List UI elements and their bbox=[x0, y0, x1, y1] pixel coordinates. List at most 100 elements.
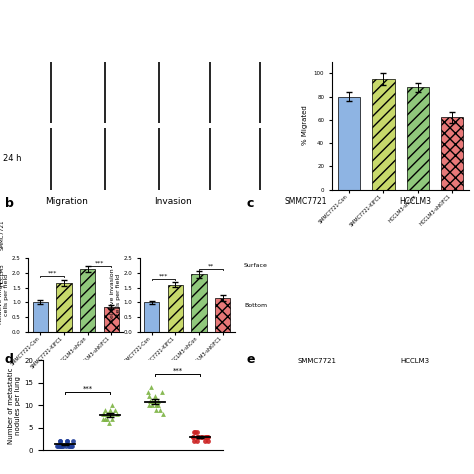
Point bbox=[56, 442, 64, 449]
Point bbox=[190, 433, 197, 441]
Point bbox=[56, 438, 64, 445]
Text: HCCLM3: HCCLM3 bbox=[400, 358, 429, 365]
Text: c: c bbox=[246, 197, 254, 210]
Text: ***: *** bbox=[173, 367, 183, 374]
Point bbox=[67, 442, 75, 449]
Point bbox=[69, 438, 77, 445]
Point bbox=[150, 397, 158, 405]
Point bbox=[204, 433, 212, 441]
Point bbox=[56, 438, 64, 445]
Point bbox=[193, 428, 201, 436]
Text: SMMC7721: SMMC7721 bbox=[297, 358, 336, 365]
Bar bbox=[33, 302, 48, 332]
Text: e: e bbox=[246, 353, 255, 366]
Point bbox=[191, 428, 199, 436]
Bar bbox=[407, 87, 429, 190]
Bar bbox=[104, 307, 119, 332]
Text: Migration: Migration bbox=[45, 197, 88, 206]
Point bbox=[104, 410, 112, 418]
Bar bbox=[80, 269, 95, 332]
Text: ***: *** bbox=[82, 385, 93, 392]
Point bbox=[193, 438, 201, 445]
Bar bbox=[441, 118, 463, 190]
Text: 24 h: 24 h bbox=[3, 155, 22, 163]
Point bbox=[152, 401, 160, 409]
Point bbox=[114, 410, 121, 418]
Text: ***: *** bbox=[159, 273, 168, 279]
Point bbox=[101, 415, 109, 423]
Point bbox=[194, 433, 202, 441]
Point bbox=[203, 433, 211, 441]
Point bbox=[194, 433, 201, 441]
Point bbox=[67, 442, 74, 449]
Point bbox=[59, 442, 67, 449]
Point bbox=[148, 401, 156, 409]
Point bbox=[145, 401, 153, 409]
Point bbox=[144, 388, 152, 395]
Bar bbox=[338, 97, 360, 190]
Point bbox=[147, 383, 155, 391]
Point bbox=[63, 438, 71, 445]
Point bbox=[198, 433, 206, 441]
Text: **: ** bbox=[208, 264, 214, 268]
Text: b: b bbox=[5, 197, 14, 210]
Point bbox=[65, 442, 73, 449]
Point bbox=[189, 433, 197, 441]
Point bbox=[103, 415, 110, 423]
Point bbox=[69, 442, 76, 449]
Point bbox=[203, 433, 210, 441]
Text: d: d bbox=[5, 353, 14, 366]
Point bbox=[101, 406, 109, 413]
Y-axis label: % Migrated: % Migrated bbox=[302, 106, 308, 146]
Point bbox=[57, 442, 64, 449]
Text: HCCLM3: HCCLM3 bbox=[0, 264, 5, 286]
Point bbox=[62, 442, 69, 449]
Point bbox=[151, 392, 159, 400]
Y-axis label: Number of metastatic
nodules per lung: Number of metastatic nodules per lung bbox=[8, 367, 21, 444]
Y-axis label: Relative invasion
cells per field: Relative invasion cells per field bbox=[110, 268, 121, 322]
Point bbox=[100, 410, 108, 418]
Text: Bottom: Bottom bbox=[244, 303, 267, 308]
Y-axis label: Relative migration
cells per field: Relative migration cells per field bbox=[0, 266, 9, 324]
Point bbox=[108, 410, 116, 418]
Point bbox=[58, 442, 66, 449]
Point bbox=[103, 410, 110, 418]
Bar bbox=[215, 298, 230, 332]
Bar bbox=[168, 285, 183, 332]
Point bbox=[56, 442, 64, 449]
Point bbox=[148, 397, 156, 405]
Point bbox=[65, 442, 73, 449]
Point bbox=[155, 397, 162, 405]
Point bbox=[190, 428, 197, 436]
Point bbox=[111, 406, 118, 413]
Point bbox=[106, 410, 113, 418]
Point bbox=[100, 410, 107, 418]
Point bbox=[195, 433, 202, 441]
Point bbox=[159, 410, 166, 418]
Point bbox=[158, 388, 165, 395]
Bar bbox=[144, 302, 159, 332]
Point bbox=[108, 401, 116, 409]
Point bbox=[204, 438, 212, 445]
Point bbox=[152, 406, 159, 413]
Point bbox=[156, 406, 164, 413]
Text: HCCLM3: HCCLM3 bbox=[399, 197, 431, 206]
Point bbox=[99, 415, 107, 423]
Bar bbox=[191, 274, 207, 332]
Text: Surface: Surface bbox=[244, 263, 268, 268]
Text: ***: *** bbox=[95, 260, 104, 265]
Text: SMMC7721: SMMC7721 bbox=[284, 197, 327, 206]
Text: SMMC7721: SMMC7721 bbox=[0, 219, 5, 250]
Point bbox=[146, 392, 153, 400]
Point bbox=[197, 433, 205, 441]
Point bbox=[191, 438, 198, 445]
Bar bbox=[56, 283, 72, 332]
Point bbox=[201, 438, 209, 445]
Point bbox=[105, 419, 113, 427]
Point bbox=[107, 406, 114, 413]
Point bbox=[108, 415, 116, 423]
Point bbox=[154, 401, 162, 409]
Point bbox=[63, 438, 71, 445]
Bar bbox=[372, 79, 394, 190]
Text: ***: *** bbox=[47, 271, 57, 276]
